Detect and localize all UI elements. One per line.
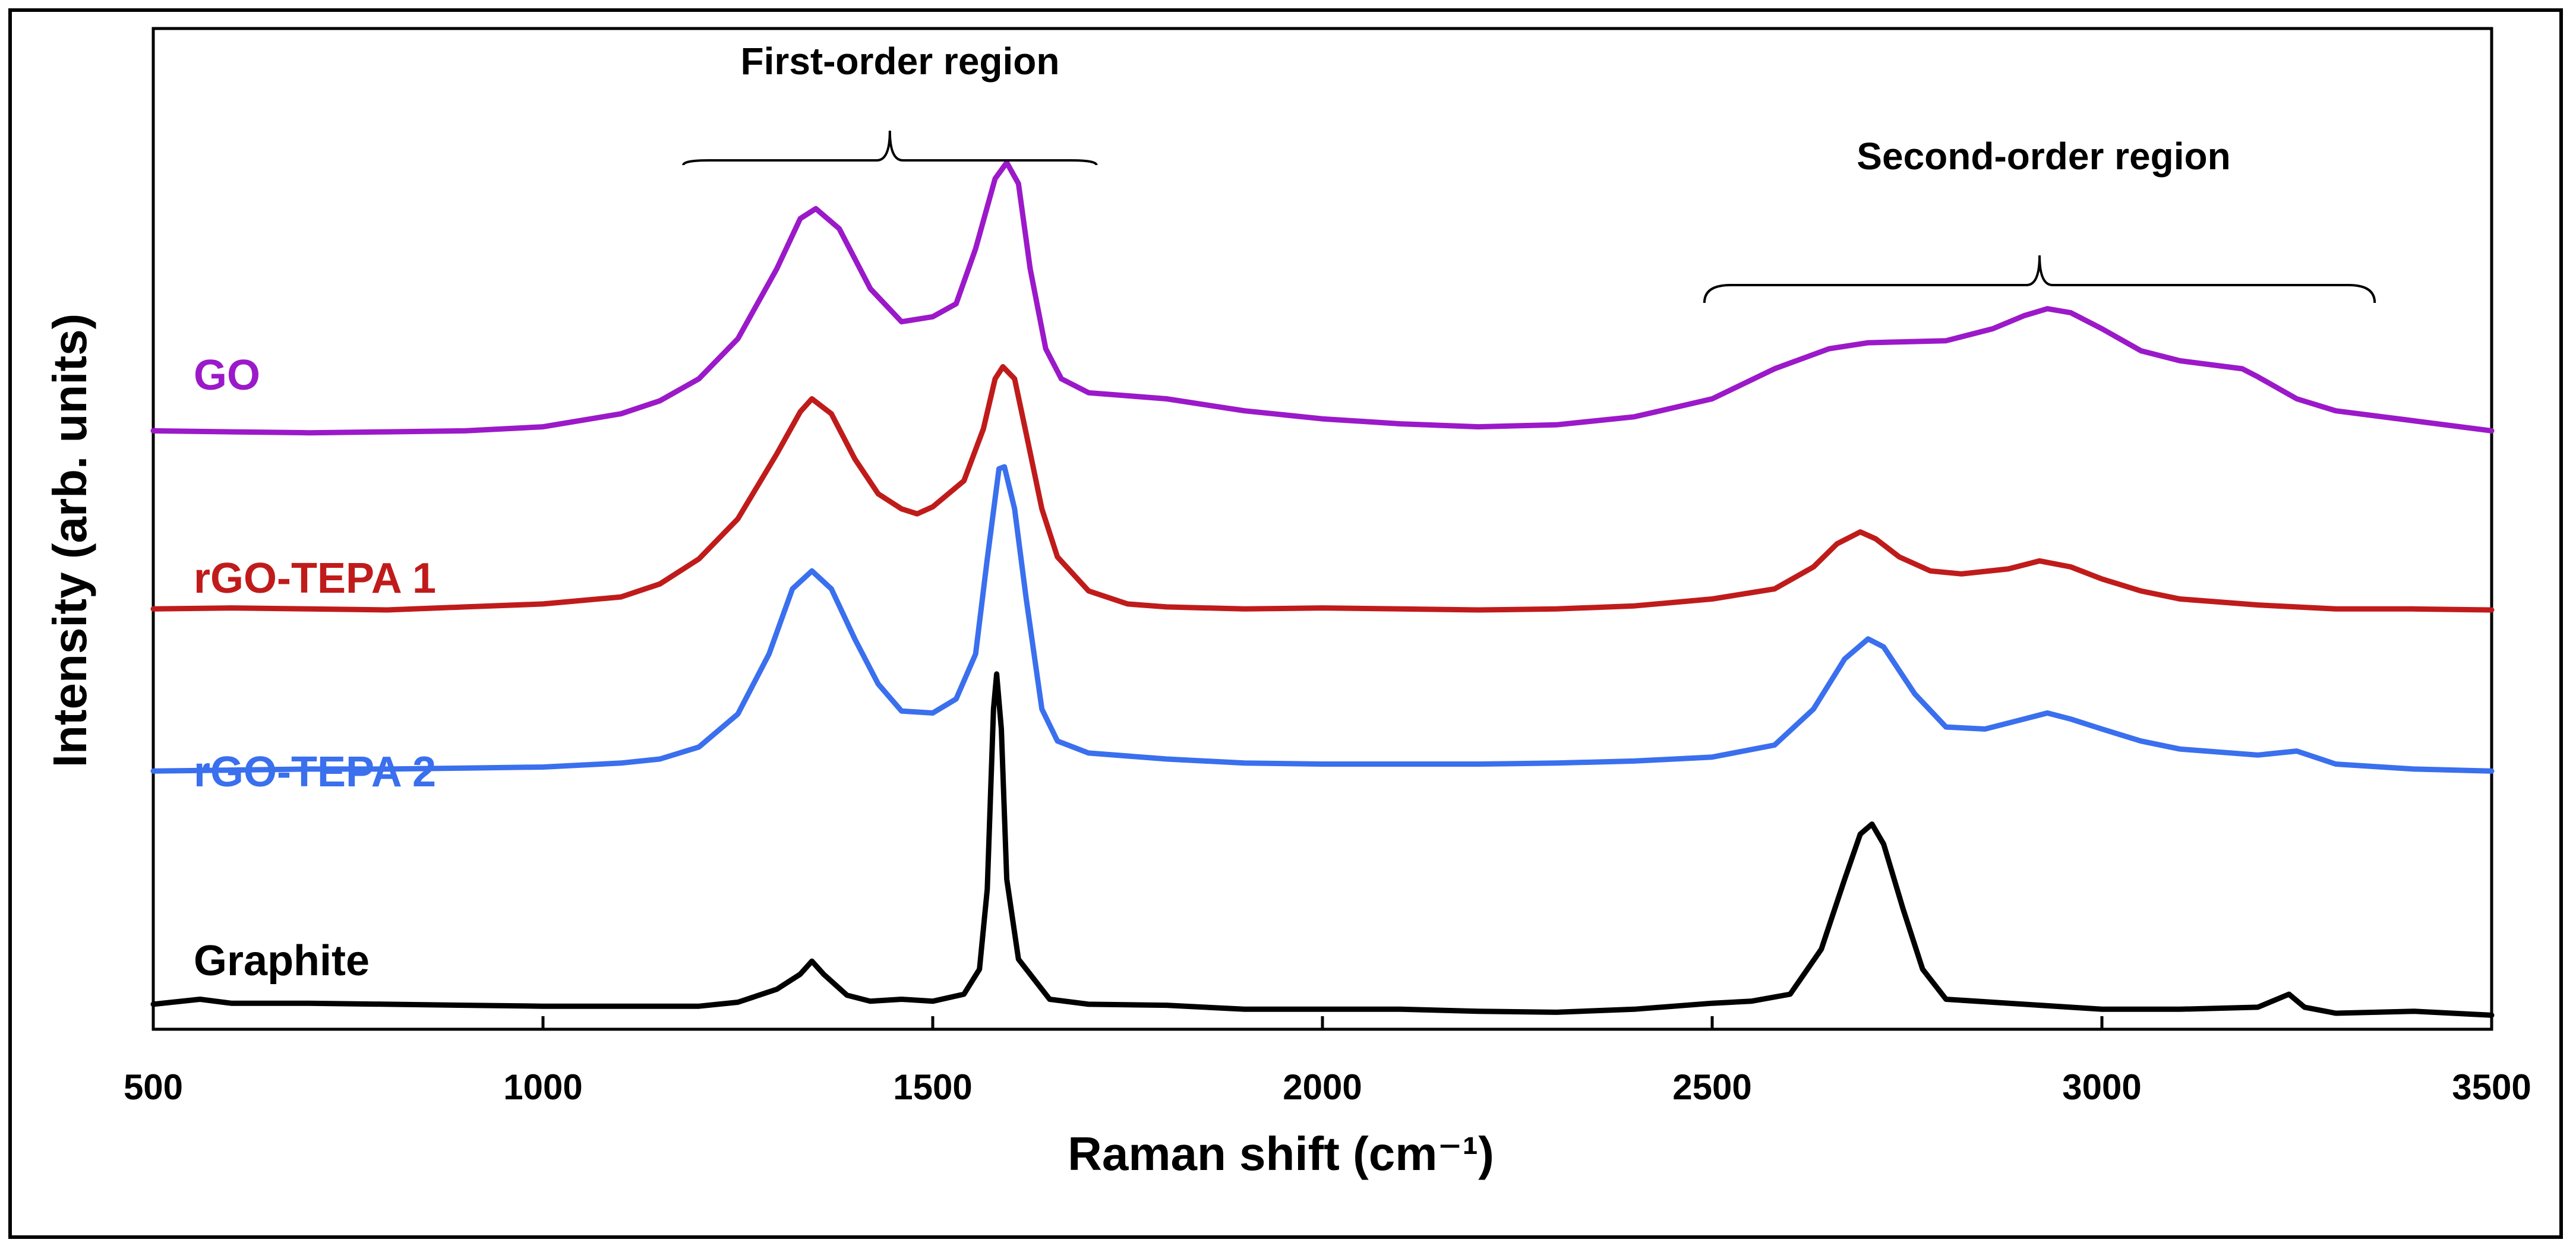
series-line-rgo-tepa-1 xyxy=(150,364,2495,613)
x-tick-label: 1000 xyxy=(503,1067,582,1107)
legend-label-rgo-tepa-1: rGO-TEPA 1 xyxy=(194,555,436,602)
y-axis-label: Intensity (arb. units) xyxy=(43,314,96,768)
series-line-rgo-tepa-2 xyxy=(150,464,2495,774)
x-axis-label: Raman shift (cm⁻¹) xyxy=(1068,1127,1494,1180)
x-tick-label: 3500 xyxy=(2452,1067,2531,1107)
x-tick-label: 2000 xyxy=(1283,1067,1362,1107)
legend-label-go: GO xyxy=(194,352,260,399)
x-ticks-group: 500 1000 1500 2000 2500 3000 3500 xyxy=(124,1016,2531,1107)
first-order-region-label: First-order region xyxy=(741,40,1060,83)
x-tick-label: 3000 xyxy=(2062,1067,2141,1107)
series-group xyxy=(150,160,2495,1018)
series-line-go xyxy=(150,160,2495,436)
second-order-region-label: Second-order region xyxy=(1857,135,2230,178)
x-tick-label: 1500 xyxy=(893,1067,972,1107)
series-line-graphite xyxy=(150,671,2495,1018)
figure-frame: 500 1000 1500 2000 2500 3000 3500 Raman shift … xyxy=(8,8,2563,1239)
region-brackets xyxy=(682,130,2376,303)
raman-chart: 500 1000 1500 2000 2500 3000 3500 Raman shift … xyxy=(43,27,2531,1180)
legend-label-rgo-tepa-2: rGO-TEPA 2 xyxy=(194,748,436,796)
plot-area-border xyxy=(151,27,2493,1031)
x-tick-label: 500 xyxy=(124,1067,183,1107)
x-tick-label: 2500 xyxy=(1672,1067,1751,1107)
second-order-bracket xyxy=(1703,255,2376,303)
first-order-bracket xyxy=(682,130,1098,166)
axes-group xyxy=(151,27,2493,1031)
legend-label-graphite: Graphite xyxy=(194,937,370,985)
